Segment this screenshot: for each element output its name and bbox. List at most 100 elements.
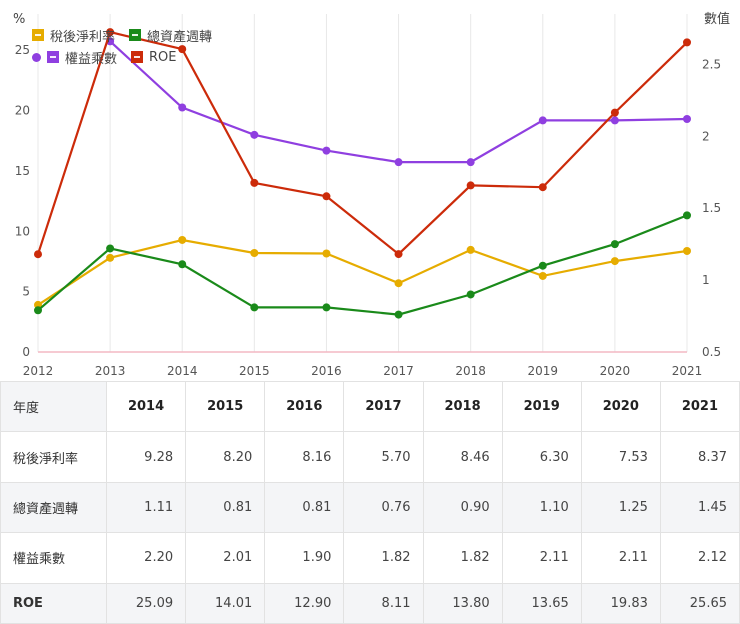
series-point [610, 240, 619, 249]
series-point [466, 181, 475, 190]
legend-item-net-margin[interactable]: 稅後淨利率 [32, 26, 115, 45]
right-tick-label: 0.5 [702, 345, 721, 359]
left-tick-label: 0 [22, 345, 30, 359]
legend-swatch-equity-multiplier [47, 51, 59, 63]
line-chart: % 數值 0 5 10 15 20 25 0.5 1 1.5 2 2.5 2012 2013 2014 2015… [13, 11, 730, 378]
x-tick-label: 2015 [239, 364, 270, 378]
series-point [610, 116, 619, 125]
series-point [250, 303, 259, 312]
year-header: 2020 [580, 380, 661, 433]
legend-swatch-asset-turnover [129, 29, 142, 41]
right-axis-unit: 數值 [704, 11, 730, 27]
table-cell: 1.25 [580, 481, 661, 534]
series-point [34, 250, 42, 259]
series-point [106, 28, 115, 37]
table-cell: 1.45 [659, 481, 740, 534]
legend-label-asset-turnover: 總資產週轉 [147, 29, 213, 45]
series-line [37, 238, 688, 306]
table-cell: 5.70 [343, 431, 424, 483]
table-cell: 8.11 [343, 582, 424, 624]
data-table: 年度 2014 2015 2016 2017 2018 2019 2020 20… [0, 380, 740, 624]
table-cell: 13.65 [501, 582, 582, 624]
series-point [178, 235, 187, 244]
legend-item-asset-turnover[interactable]: 總資產週轉 [129, 26, 212, 45]
table-cell: 2.20 [105, 532, 187, 584]
table-cell: 13.80 [422, 582, 503, 624]
legend-row-1: 稅後淨利率 總資產週轉 [32, 24, 226, 46]
series-line [37, 214, 688, 316]
year-header: 2018 [422, 380, 503, 433]
table-cell: 7.53 [580, 431, 661, 483]
left-tick-label: 5 [22, 285, 30, 299]
legend-item-roe[interactable]: ROE [131, 49, 177, 65]
right-tick-label: 1.5 [702, 201, 721, 215]
series-line [36, 30, 688, 256]
series-point [250, 130, 259, 139]
series-point [466, 158, 475, 167]
series-point [610, 108, 619, 117]
series-point [610, 257, 619, 266]
series-point [250, 178, 259, 187]
row-label: 總資產週轉 [0, 481, 107, 534]
table-cell: 8.20 [185, 431, 266, 483]
legend-swatch-net-margin [32, 29, 44, 41]
series-point [683, 114, 691, 123]
year-header: 2017 [343, 380, 424, 433]
table-row-equity-multiplier: 權益乘數 2.20 2.01 1.90 1.82 1.82 2.11 2.11 … [0, 532, 740, 584]
legend-dot-equity-multiplier [32, 52, 41, 62]
year-header: 2014 [105, 380, 187, 433]
left-tick-label: 20 [15, 104, 30, 118]
legend-label-net-margin: 稅後淨利率 [50, 29, 116, 45]
table-cell: 1.82 [343, 532, 424, 584]
x-tick-label: 2019 [528, 364, 559, 378]
left-tick-label: 10 [15, 224, 30, 238]
x-tick-label: 2017 [383, 364, 414, 378]
table-row-net-margin: 稅後淨利率 9.28 8.20 8.16 5.70 8.46 6.30 7.53… [0, 431, 740, 483]
series-point [178, 260, 187, 269]
row-label: 權益乘數 [0, 532, 107, 584]
chart-legend: 稅後淨利率 總資產週轉 權益乘數 ROE [32, 24, 226, 68]
table-cell: 2.12 [659, 532, 740, 584]
table-cell: 0.90 [422, 481, 503, 534]
left-axis-unit: % [13, 12, 25, 27]
series-point [538, 271, 547, 280]
left-tick-label: 25 [15, 43, 30, 57]
legend-label-equity-multiplier: 權益乘數 [65, 51, 118, 67]
year-header: 2015 [185, 380, 266, 433]
series-point [394, 250, 403, 259]
series-point [250, 249, 259, 258]
table-cell: 0.81 [185, 481, 266, 534]
x-tick-label: 2021 [672, 364, 703, 378]
table-cell: 0.81 [264, 481, 345, 534]
series-point [683, 246, 691, 255]
table-cell: 1.90 [264, 532, 345, 584]
series-point [394, 158, 403, 167]
legend-label-roe: ROE [149, 49, 177, 65]
legend-item-equity-multiplier[interactable]: 權益乘數 [32, 48, 117, 67]
series-point [683, 211, 691, 220]
x-tick-label: 2012 [23, 364, 54, 378]
table-corner-label: 年度 [0, 380, 107, 433]
series-point [322, 303, 331, 312]
series-point [538, 116, 547, 125]
table-cell: 0.76 [343, 481, 424, 534]
table-cell: 9.28 [105, 431, 187, 483]
x-tick-label: 2014 [167, 364, 198, 378]
row-label: 稅後淨利率 [0, 431, 107, 483]
table-cell: 25.65 [659, 582, 740, 624]
series-point [466, 245, 475, 254]
table-cell: 1.82 [422, 532, 503, 584]
row-label: ROE [0, 582, 107, 624]
x-tick-label: 2013 [95, 364, 126, 378]
right-tick-label: 1 [702, 273, 710, 287]
series-point [394, 279, 403, 288]
series-point [322, 249, 331, 258]
table-cell: 2.11 [580, 532, 661, 584]
series-point [34, 306, 42, 315]
table-cell: 6.30 [501, 431, 582, 483]
x-tick-label: 2020 [600, 364, 631, 378]
chart-area: % 數值 0 5 10 15 20 25 0.5 1 1.5 2 2.5 2012 2013 2014 2015… [13, 11, 730, 378]
series-point [394, 310, 403, 319]
table-cell: 12.90 [264, 582, 345, 624]
series-point [538, 261, 547, 270]
